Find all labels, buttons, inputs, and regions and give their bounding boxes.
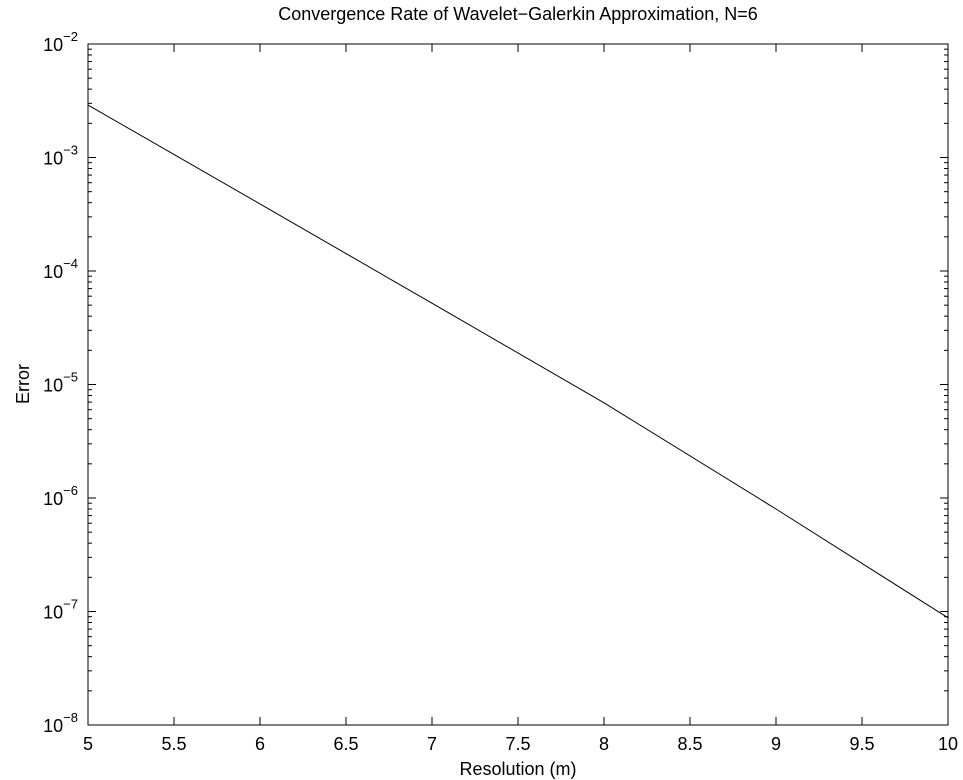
y-tick-label-exponent: −5 (63, 370, 78, 385)
x-axis-ticks: 5 5.5 6 6.5 7 7.5 8 8.5 9 9.5 10 (83, 44, 958, 754)
y-axis-ticks: 10−810−710−610−510−410−310−2 (43, 29, 948, 736)
y-tick-label-exponent: −4 (63, 256, 78, 271)
y-tick-label: 10−5 (43, 370, 78, 396)
x-tick-label: 9 (771, 734, 781, 754)
y-tick-label-base: 10 (43, 603, 63, 623)
x-tick-label: 9.5 (849, 734, 874, 754)
x-axis-label: Resolution (m) (459, 759, 576, 779)
y-tick-label: 10−2 (43, 29, 78, 55)
chart-title: Convergence Rate of Wavelet−Galerkin App… (278, 4, 758, 24)
y-tick-label-exponent: −7 (63, 597, 78, 612)
y-axis-label: Error (13, 364, 33, 404)
y-tick-label: 10−3 (43, 143, 78, 169)
y-tick-label-base: 10 (43, 149, 63, 169)
series-line (87, 104, 949, 619)
x-tick-label: 5.5 (161, 734, 186, 754)
x-tick-label: 6.5 (333, 734, 358, 754)
y-tick-label-exponent: −6 (63, 483, 78, 498)
x-tick-label: 10 (938, 734, 958, 754)
x-tick-label: 7.5 (505, 734, 530, 754)
x-tick-label: 8.5 (677, 734, 702, 754)
y-tick-label-base: 10 (43, 35, 63, 55)
x-tick-label: 8 (599, 734, 609, 754)
y-tick-label: 10−6 (43, 483, 78, 509)
y-tick-label: 10−4 (43, 256, 78, 282)
y-tick-label: 10−8 (43, 710, 78, 736)
y-tick-label-exponent: −2 (63, 29, 78, 44)
x-tick-label: 6 (255, 734, 265, 754)
series-layer (87, 104, 949, 619)
y-tick-label-base: 10 (43, 716, 63, 736)
axes-frame (87, 43, 949, 726)
y-tick-label-base: 10 (43, 262, 63, 282)
y-tick-label-exponent: −3 (63, 143, 78, 158)
y-tick-label-base: 10 (43, 376, 63, 396)
x-tick-label: 5 (83, 734, 93, 754)
y-tick-label: 10−7 (43, 597, 78, 623)
x-tick-label: 7 (427, 734, 437, 754)
y-tick-label-exponent: −8 (63, 710, 78, 725)
y-tick-label-base: 10 (43, 489, 63, 509)
